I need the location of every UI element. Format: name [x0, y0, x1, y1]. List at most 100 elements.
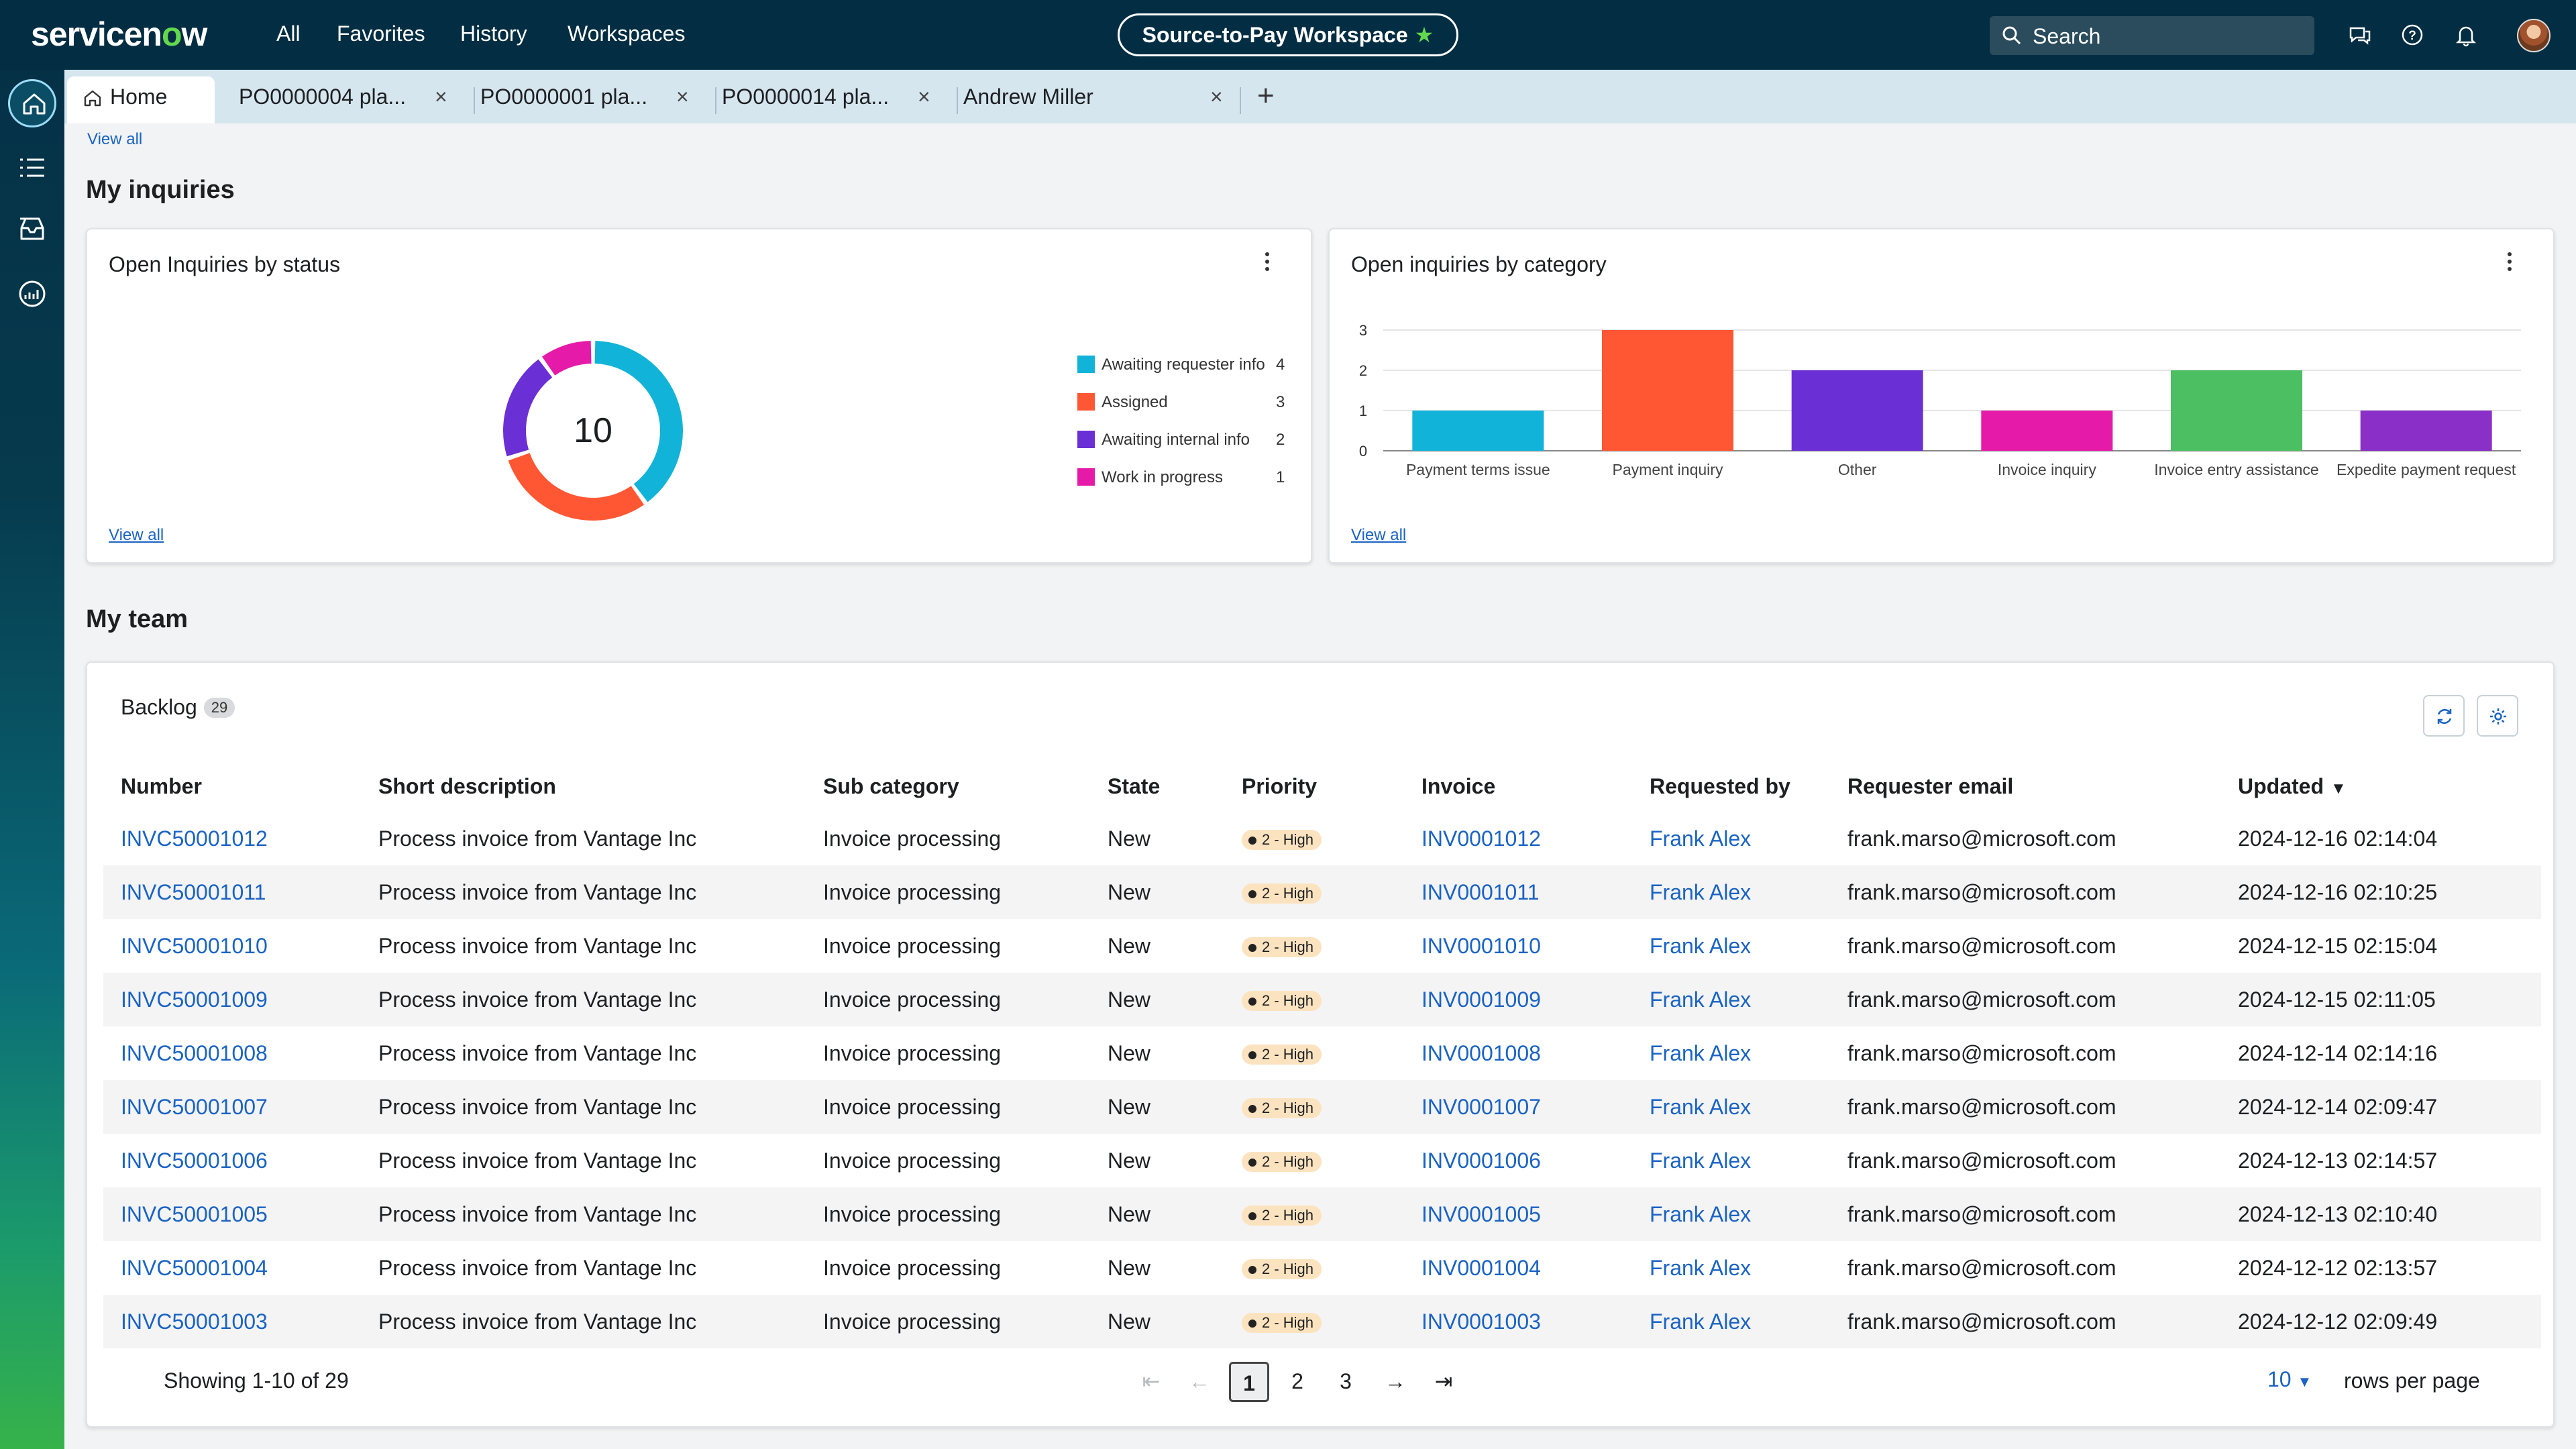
nav-history[interactable]: History	[460, 21, 527, 46]
close-tab-icon[interactable]: ×	[918, 85, 930, 109]
page-button-2[interactable]: 2	[1291, 1369, 1303, 1393]
servicenow-logo[interactable]: servicenow	[31, 15, 207, 53]
help-icon[interactable]: ?	[2400, 23, 2424, 47]
column-header-state[interactable]: State	[1108, 773, 1161, 798]
notifications-bell-icon[interactable]	[2454, 23, 2478, 47]
status-view-all-link[interactable]: View all	[109, 526, 164, 544]
table-row[interactable]: INVC50001005 Process invoice from Vantage…	[103, 1187, 2541, 1241]
close-tab-icon[interactable]: ×	[435, 85, 447, 109]
bar[interactable]	[2171, 370, 2302, 451]
user-avatar[interactable]	[2517, 19, 2551, 52]
column-header-number[interactable]: Number	[121, 773, 202, 798]
sort-descending-icon[interactable]: ▼	[2330, 779, 2347, 798]
category-view-all-link[interactable]: View all	[1351, 526, 1407, 544]
table-row[interactable]: INVC50001008 Process invoice from Vantage…	[103, 1026, 2541, 1080]
requested-by-link[interactable]: Frank Alex	[1650, 987, 1752, 1012]
global-search[interactable]: Search	[1990, 16, 2314, 55]
page-button-3[interactable]: 3	[1340, 1369, 1352, 1393]
list-icon[interactable]	[17, 153, 47, 182]
bar[interactable]	[1412, 411, 1544, 451]
workspace-switcher[interactable]: Source-to-Pay Workspace ★	[1118, 13, 1458, 56]
invoice-link[interactable]: INV0001005	[1421, 1201, 1541, 1226]
donut-slice[interactable]	[503, 359, 553, 457]
card-menu-icon[interactable]	[2508, 252, 2513, 274]
tab-po0000014[interactable]: PO0000014 pla... ×	[722, 76, 950, 123]
column-header-invoice[interactable]: Invoice	[1421, 773, 1496, 798]
view-all-link[interactable]: View all	[87, 130, 143, 148]
last-page-icon[interactable]: ⇥	[1434, 1369, 1453, 1393]
record-number-link[interactable]: INVC50001012	[121, 826, 268, 851]
table-row[interactable]: INVC50001006 Process invoice from Vantage…	[103, 1134, 2541, 1187]
invoice-link[interactable]: INV0001006	[1421, 1148, 1541, 1173]
table-row[interactable]: INVC50001012 Process invoice from Vantage…	[103, 812, 2541, 865]
table-row[interactable]: INVC50001010 Process invoice from Vantage…	[103, 919, 2541, 973]
column-header-priority[interactable]: Priority	[1242, 773, 1318, 798]
column-header-sub-category[interactable]: Sub category	[823, 773, 959, 798]
bar[interactable]	[2360, 411, 2492, 451]
record-number-link[interactable]: INVC50001007	[121, 1094, 268, 1119]
requested-by-link[interactable]: Frank Alex	[1650, 879, 1752, 904]
table-row[interactable]: INVC50001004 Process invoice from Vantage…	[103, 1241, 2541, 1295]
rows-per-page-select[interactable]: 10 ▼	[2267, 1367, 2312, 1392]
record-number-link[interactable]: INVC50001008	[121, 1040, 268, 1065]
record-number-link[interactable]: INVC50001010	[121, 933, 268, 958]
invoice-link[interactable]: INV0001004	[1421, 1255, 1541, 1280]
table-row[interactable]: INVC50001007 Process invoice from Vantage…	[103, 1080, 2541, 1134]
donut-slice[interactable]	[508, 453, 645, 521]
analytics-icon[interactable]	[17, 279, 47, 309]
requested-by-link[interactable]: Frank Alex	[1650, 1040, 1752, 1065]
chat-icon[interactable]	[2348, 23, 2372, 47]
next-page-icon[interactable]: →	[1385, 1369, 1406, 1393]
invoice-link[interactable]: INV0001008	[1421, 1040, 1541, 1065]
record-number-link[interactable]: INVC50001005	[121, 1201, 268, 1226]
table-row[interactable]: INVC50001011 Process invoice from Vantage…	[103, 865, 2541, 919]
donut-slice[interactable]	[594, 341, 683, 502]
tab-po0000001[interactable]: PO0000001 pla... ×	[480, 76, 708, 123]
requested-by-link[interactable]: Frank Alex	[1650, 826, 1752, 851]
new-tab-plus-icon[interactable]: +	[1257, 79, 1275, 112]
requested-by-link[interactable]: Frank Alex	[1650, 1094, 1752, 1119]
card-menu-icon[interactable]	[1265, 252, 1271, 274]
requested-by-link[interactable]: Frank Alex	[1650, 1309, 1752, 1334]
settings-button[interactable]	[2477, 695, 2518, 737]
column-header-requester-email[interactable]: Requester email	[1847, 773, 2014, 798]
column-header-requested-by[interactable]: Requested by	[1650, 773, 1790, 798]
bar[interactable]	[1981, 411, 2113, 451]
requested-by-link[interactable]: Frank Alex	[1650, 933, 1752, 958]
inbox-icon[interactable]	[17, 215, 47, 244]
table-row[interactable]: INVC50001009 Process invoice from Vantage…	[103, 973, 2541, 1026]
invoice-link[interactable]: INV0001012	[1421, 826, 1541, 851]
nav-favorites[interactable]: Favorites	[337, 21, 425, 46]
nav-all[interactable]: All	[276, 21, 301, 46]
column-header-updated[interactable]: Updated ▼	[2220, 761, 2541, 812]
invoice-link[interactable]: INV0001010	[1421, 933, 1541, 958]
bar[interactable]	[1791, 370, 1923, 451]
invoice-link[interactable]: INV0001009	[1421, 987, 1541, 1012]
favorite-star-icon[interactable]: ★	[1414, 23, 1434, 47]
requested-by-link[interactable]: Frank Alex	[1650, 1255, 1752, 1280]
tab-home[interactable]: Home	[67, 76, 215, 123]
bar[interactable]	[1602, 330, 1733, 451]
record-number-link[interactable]: INVC50001009	[121, 987, 268, 1012]
requested-by-link[interactable]: Frank Alex	[1650, 1201, 1752, 1226]
invoice-link[interactable]: INV0001007	[1421, 1094, 1541, 1119]
refresh-button[interactable]	[2423, 695, 2465, 737]
close-tab-icon[interactable]: ×	[676, 85, 689, 109]
table-row[interactable]: INVC50001003 Process invoice from Vantage…	[103, 1295, 2541, 1348]
first-page-icon[interactable]: ⇤	[1142, 1369, 1161, 1393]
close-tab-icon[interactable]: ×	[1210, 85, 1223, 109]
requested-by-link[interactable]: Frank Alex	[1650, 1148, 1752, 1173]
previous-page-icon[interactable]: ←	[1189, 1369, 1210, 1393]
record-number-link[interactable]: INVC50001011	[121, 879, 266, 904]
invoice-link[interactable]: INV0001003	[1421, 1309, 1541, 1334]
column-header-short-description[interactable]: Short description	[378, 773, 556, 798]
record-number-link[interactable]: INVC50001003	[121, 1309, 268, 1334]
invoice-link[interactable]: INV0001011	[1421, 879, 1540, 904]
page-button-1[interactable]: 1	[1229, 1362, 1269, 1402]
tab-po0000004[interactable]: PO0000004 pla... ×	[239, 76, 467, 123]
nav-workspaces[interactable]: Workspaces	[568, 21, 686, 46]
donut-slice[interactable]	[541, 341, 592, 376]
record-number-link[interactable]: INVC50001006	[121, 1148, 268, 1173]
tab-andrew-miller[interactable]: Andrew Miller ×	[963, 76, 1232, 123]
rail-home-button[interactable]	[8, 79, 56, 127]
